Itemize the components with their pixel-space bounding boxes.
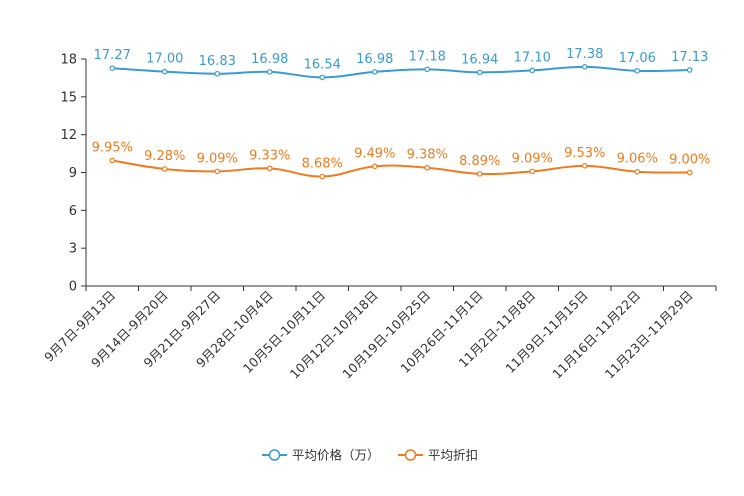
data-point [476,69,483,76]
data-point [109,65,116,72]
data-label: 17.13 [671,50,708,65]
data-point [634,168,641,175]
legend-label: 平均折扣 [428,448,478,463]
data-label: 9.33% [249,148,290,163]
x-tick-label: 11月23日-11月29日 [602,288,696,382]
data-label: 8.68% [302,157,343,172]
data-label: 9.09% [197,151,238,166]
data-point [266,69,273,75]
data-label: 16.54 [304,57,341,72]
data-label: 17.27 [94,48,131,63]
data-label: 16.98 [356,52,393,67]
data-label: 17.18 [409,49,446,64]
y-tick-label: 12 [60,128,77,143]
data-point [529,168,536,175]
y-tick-label: 0 [69,280,77,295]
data-label: 9.09% [512,151,553,166]
y-tick-label: 18 [60,53,77,68]
data-point [161,166,168,172]
series-1: 17.27 17.00 16.83 16.98 16.54 16.98 17.18 16.94… [94,47,708,81]
legend-item-2: 平均折扣 [398,448,478,463]
data-point [529,67,536,74]
data-point [161,68,168,75]
y-tick-label: 9 [69,166,77,181]
data-point [266,165,273,172]
series-2: 9.95% 9.28% 9.09% 9.33% 8.68% 9.49% 9.38% 8.89%… [92,141,710,180]
series-line [112,159,690,178]
data-label: 9.49% [354,146,395,161]
data-point [371,69,378,75]
data-label: 9.53% [564,146,605,161]
data-label: 9.95% [92,141,133,156]
data-label: 16.94 [461,52,498,67]
legend-marker-icon [268,449,281,461]
y-tick-label: 6 [69,204,77,219]
y-tick-label: 3 [69,242,77,257]
legend: 平均价格（万） 平均折扣 [262,448,478,463]
data-label: 17.06 [619,51,656,66]
x-tick-label: 10月12日-10月18日 [287,288,381,382]
data-point [424,164,431,171]
data-point [634,68,641,74]
data-point [109,157,116,164]
data-point [371,163,378,170]
data-label: 9.28% [144,149,185,164]
data-label: 8.89% [459,154,500,169]
legend-label: 平均价格（万） [292,448,380,463]
data-label: 9.06% [617,152,658,167]
data-point [214,70,221,77]
series-line [112,65,690,79]
x-tick-label: 10月19日-10月25日 [339,288,433,382]
data-point [476,171,483,177]
legend-item-1: 平均价格（万） [262,448,380,463]
data-label: 17.38 [566,47,603,62]
y-tick-label: 15 [60,90,77,105]
x-tick-label: 11月16日-11月22日 [549,288,643,382]
data-label: 16.98 [251,52,288,67]
series-layer: 17.27 17.00 16.83 16.98 16.54 16.98 17.18 16.94… [92,47,710,180]
data-point [581,64,588,70]
data-label: 17.00 [146,52,183,67]
data-point [214,168,221,175]
data-point [424,66,431,73]
data-point [319,74,326,81]
data-label: 17.10 [514,50,551,65]
data-point [686,67,693,73]
data-label: 9.38% [407,148,448,163]
axes: 03691215189月7日-9月13日9月14日-9月20日9月21日-9月2… [41,53,717,382]
data-point [319,173,326,180]
data-point [686,169,693,176]
data-label: 9.00% [669,153,710,168]
data-point [581,163,588,169]
data-label: 16.83 [199,54,236,69]
legend-marker-icon [404,449,417,461]
